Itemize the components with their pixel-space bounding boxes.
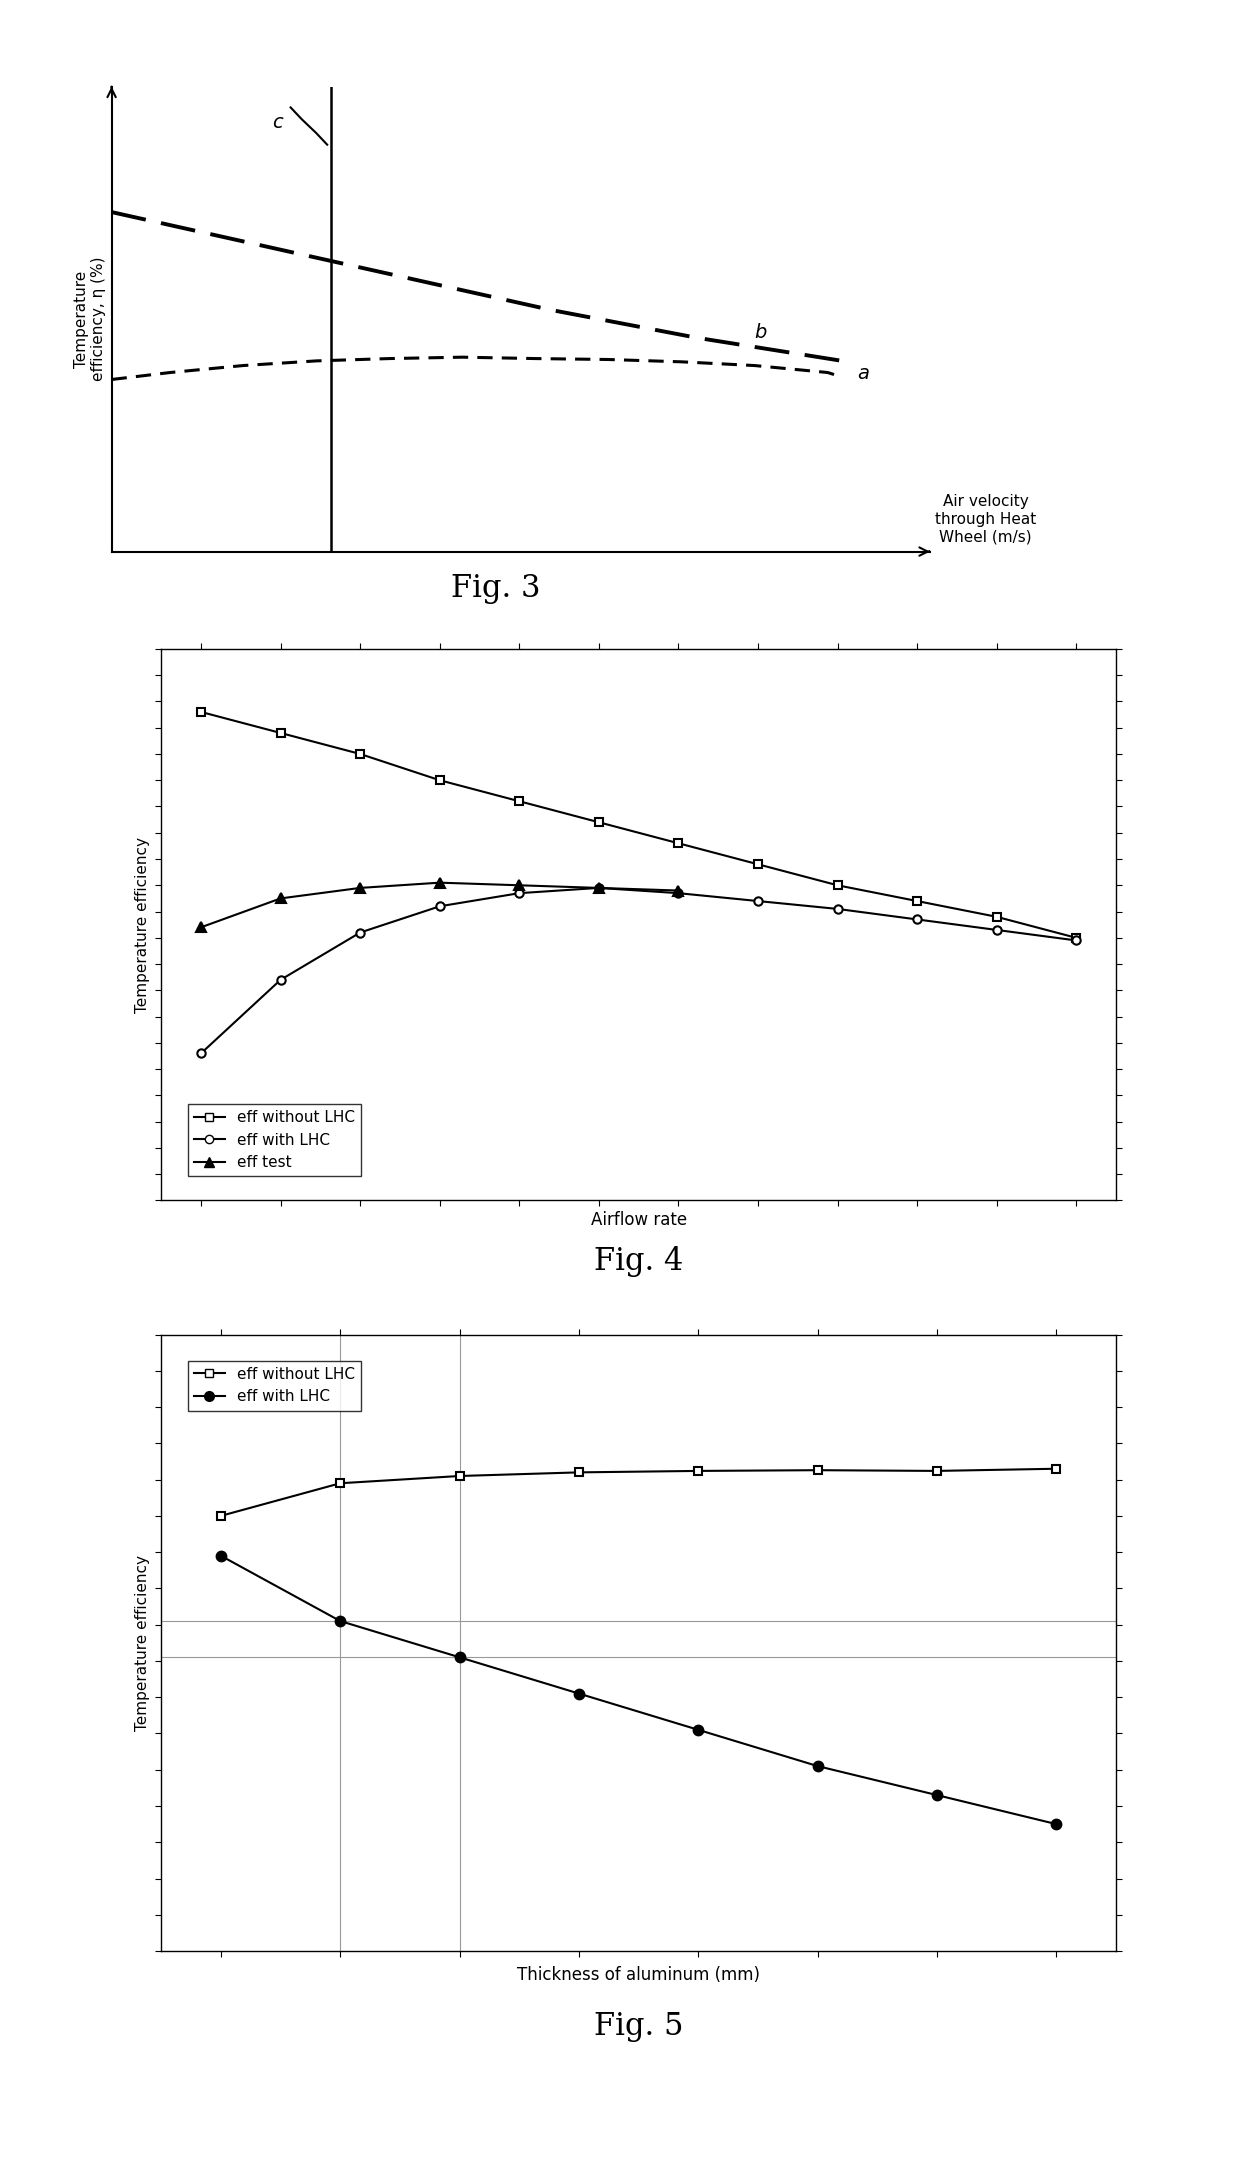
Text: a: a <box>857 366 869 383</box>
Text: Air velocity
through Heat
Wheel (m/s): Air velocity through Heat Wheel (m/s) <box>935 493 1037 545</box>
Text: Thickness of aluminum (mm): Thickness of aluminum (mm) <box>517 1966 760 1983</box>
Legend: eff without LHC, eff with LHC, eff test: eff without LHC, eff with LHC, eff test <box>188 1103 361 1177</box>
Text: b: b <box>755 322 768 342</box>
Y-axis label: Temperature efficiency: Temperature efficiency <box>135 837 150 1012</box>
Text: Fig. 4: Fig. 4 <box>594 1246 683 1276</box>
Text: Fig. 3: Fig. 3 <box>451 573 541 603</box>
Text: c: c <box>273 112 283 132</box>
Y-axis label: Temperature efficiency: Temperature efficiency <box>135 1555 150 1730</box>
Text: Fig. 5: Fig. 5 <box>594 2012 683 2042</box>
Legend: eff without LHC, eff with LHC: eff without LHC, eff with LHC <box>188 1361 361 1410</box>
Text: Airflow rate: Airflow rate <box>590 1211 687 1229</box>
Y-axis label: Temperature
efficiency, η (%): Temperature efficiency, η (%) <box>73 257 107 381</box>
